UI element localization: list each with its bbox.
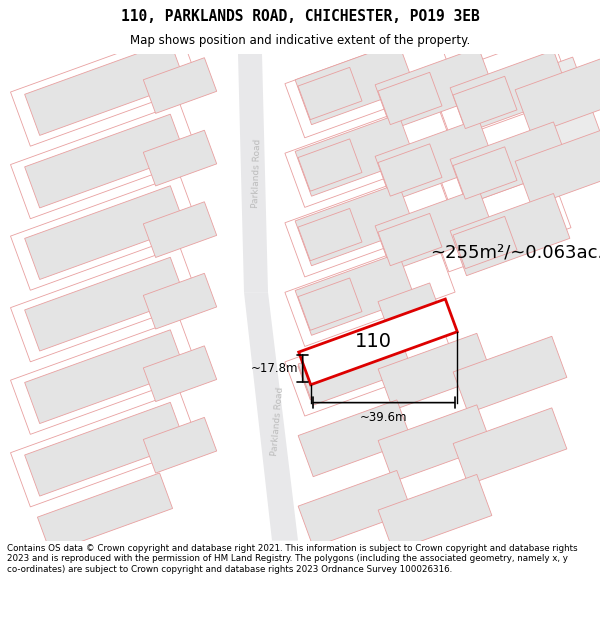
- Polygon shape: [378, 405, 492, 482]
- Text: ~17.8m: ~17.8m: [251, 362, 299, 375]
- Polygon shape: [25, 258, 185, 351]
- Polygon shape: [299, 299, 457, 385]
- Polygon shape: [378, 283, 442, 335]
- Polygon shape: [298, 68, 362, 119]
- Polygon shape: [295, 42, 415, 124]
- Polygon shape: [298, 471, 412, 548]
- Polygon shape: [298, 348, 362, 400]
- Text: ~39.6m: ~39.6m: [360, 411, 408, 424]
- Polygon shape: [375, 119, 495, 201]
- Polygon shape: [378, 474, 492, 551]
- Text: 110: 110: [355, 332, 392, 351]
- Polygon shape: [515, 124, 600, 206]
- Polygon shape: [244, 292, 298, 541]
- Text: ~255m²/~0.063ac.: ~255m²/~0.063ac.: [430, 244, 600, 261]
- Polygon shape: [378, 213, 442, 266]
- Polygon shape: [25, 114, 185, 208]
- Text: Parklands Road: Parklands Road: [251, 138, 263, 208]
- Polygon shape: [143, 418, 217, 473]
- Polygon shape: [453, 336, 567, 413]
- Polygon shape: [143, 58, 217, 113]
- Polygon shape: [298, 400, 412, 477]
- Polygon shape: [25, 42, 185, 136]
- Polygon shape: [143, 202, 217, 258]
- Polygon shape: [298, 328, 412, 405]
- Polygon shape: [25, 330, 185, 424]
- Polygon shape: [143, 130, 217, 186]
- Polygon shape: [295, 253, 415, 335]
- Polygon shape: [295, 114, 415, 196]
- Polygon shape: [453, 76, 517, 129]
- Polygon shape: [450, 194, 570, 276]
- Polygon shape: [238, 54, 268, 292]
- Polygon shape: [143, 346, 217, 401]
- Polygon shape: [298, 139, 362, 191]
- Polygon shape: [515, 52, 600, 134]
- Text: Map shows position and indicative extent of the property.: Map shows position and indicative extent…: [130, 34, 470, 47]
- Text: Parklands Road: Parklands Road: [271, 386, 286, 456]
- Polygon shape: [295, 184, 415, 266]
- Polygon shape: [375, 189, 495, 271]
- Polygon shape: [25, 186, 185, 279]
- Polygon shape: [450, 51, 570, 132]
- Polygon shape: [37, 473, 173, 552]
- Polygon shape: [375, 48, 495, 129]
- Polygon shape: [143, 273, 217, 329]
- Polygon shape: [298, 278, 362, 330]
- Polygon shape: [298, 208, 362, 261]
- Polygon shape: [453, 408, 567, 484]
- Polygon shape: [450, 122, 570, 204]
- Polygon shape: [453, 147, 517, 199]
- Text: Contains OS data © Crown copyright and database right 2021. This information is : Contains OS data © Crown copyright and d…: [7, 544, 578, 574]
- Polygon shape: [378, 144, 442, 196]
- Polygon shape: [453, 216, 517, 269]
- Polygon shape: [378, 72, 442, 124]
- Polygon shape: [378, 333, 492, 410]
- Text: 110, PARKLANDS ROAD, CHICHESTER, PO19 3EB: 110, PARKLANDS ROAD, CHICHESTER, PO19 3E…: [121, 9, 479, 24]
- Polygon shape: [25, 402, 185, 496]
- Polygon shape: [516, 57, 600, 189]
